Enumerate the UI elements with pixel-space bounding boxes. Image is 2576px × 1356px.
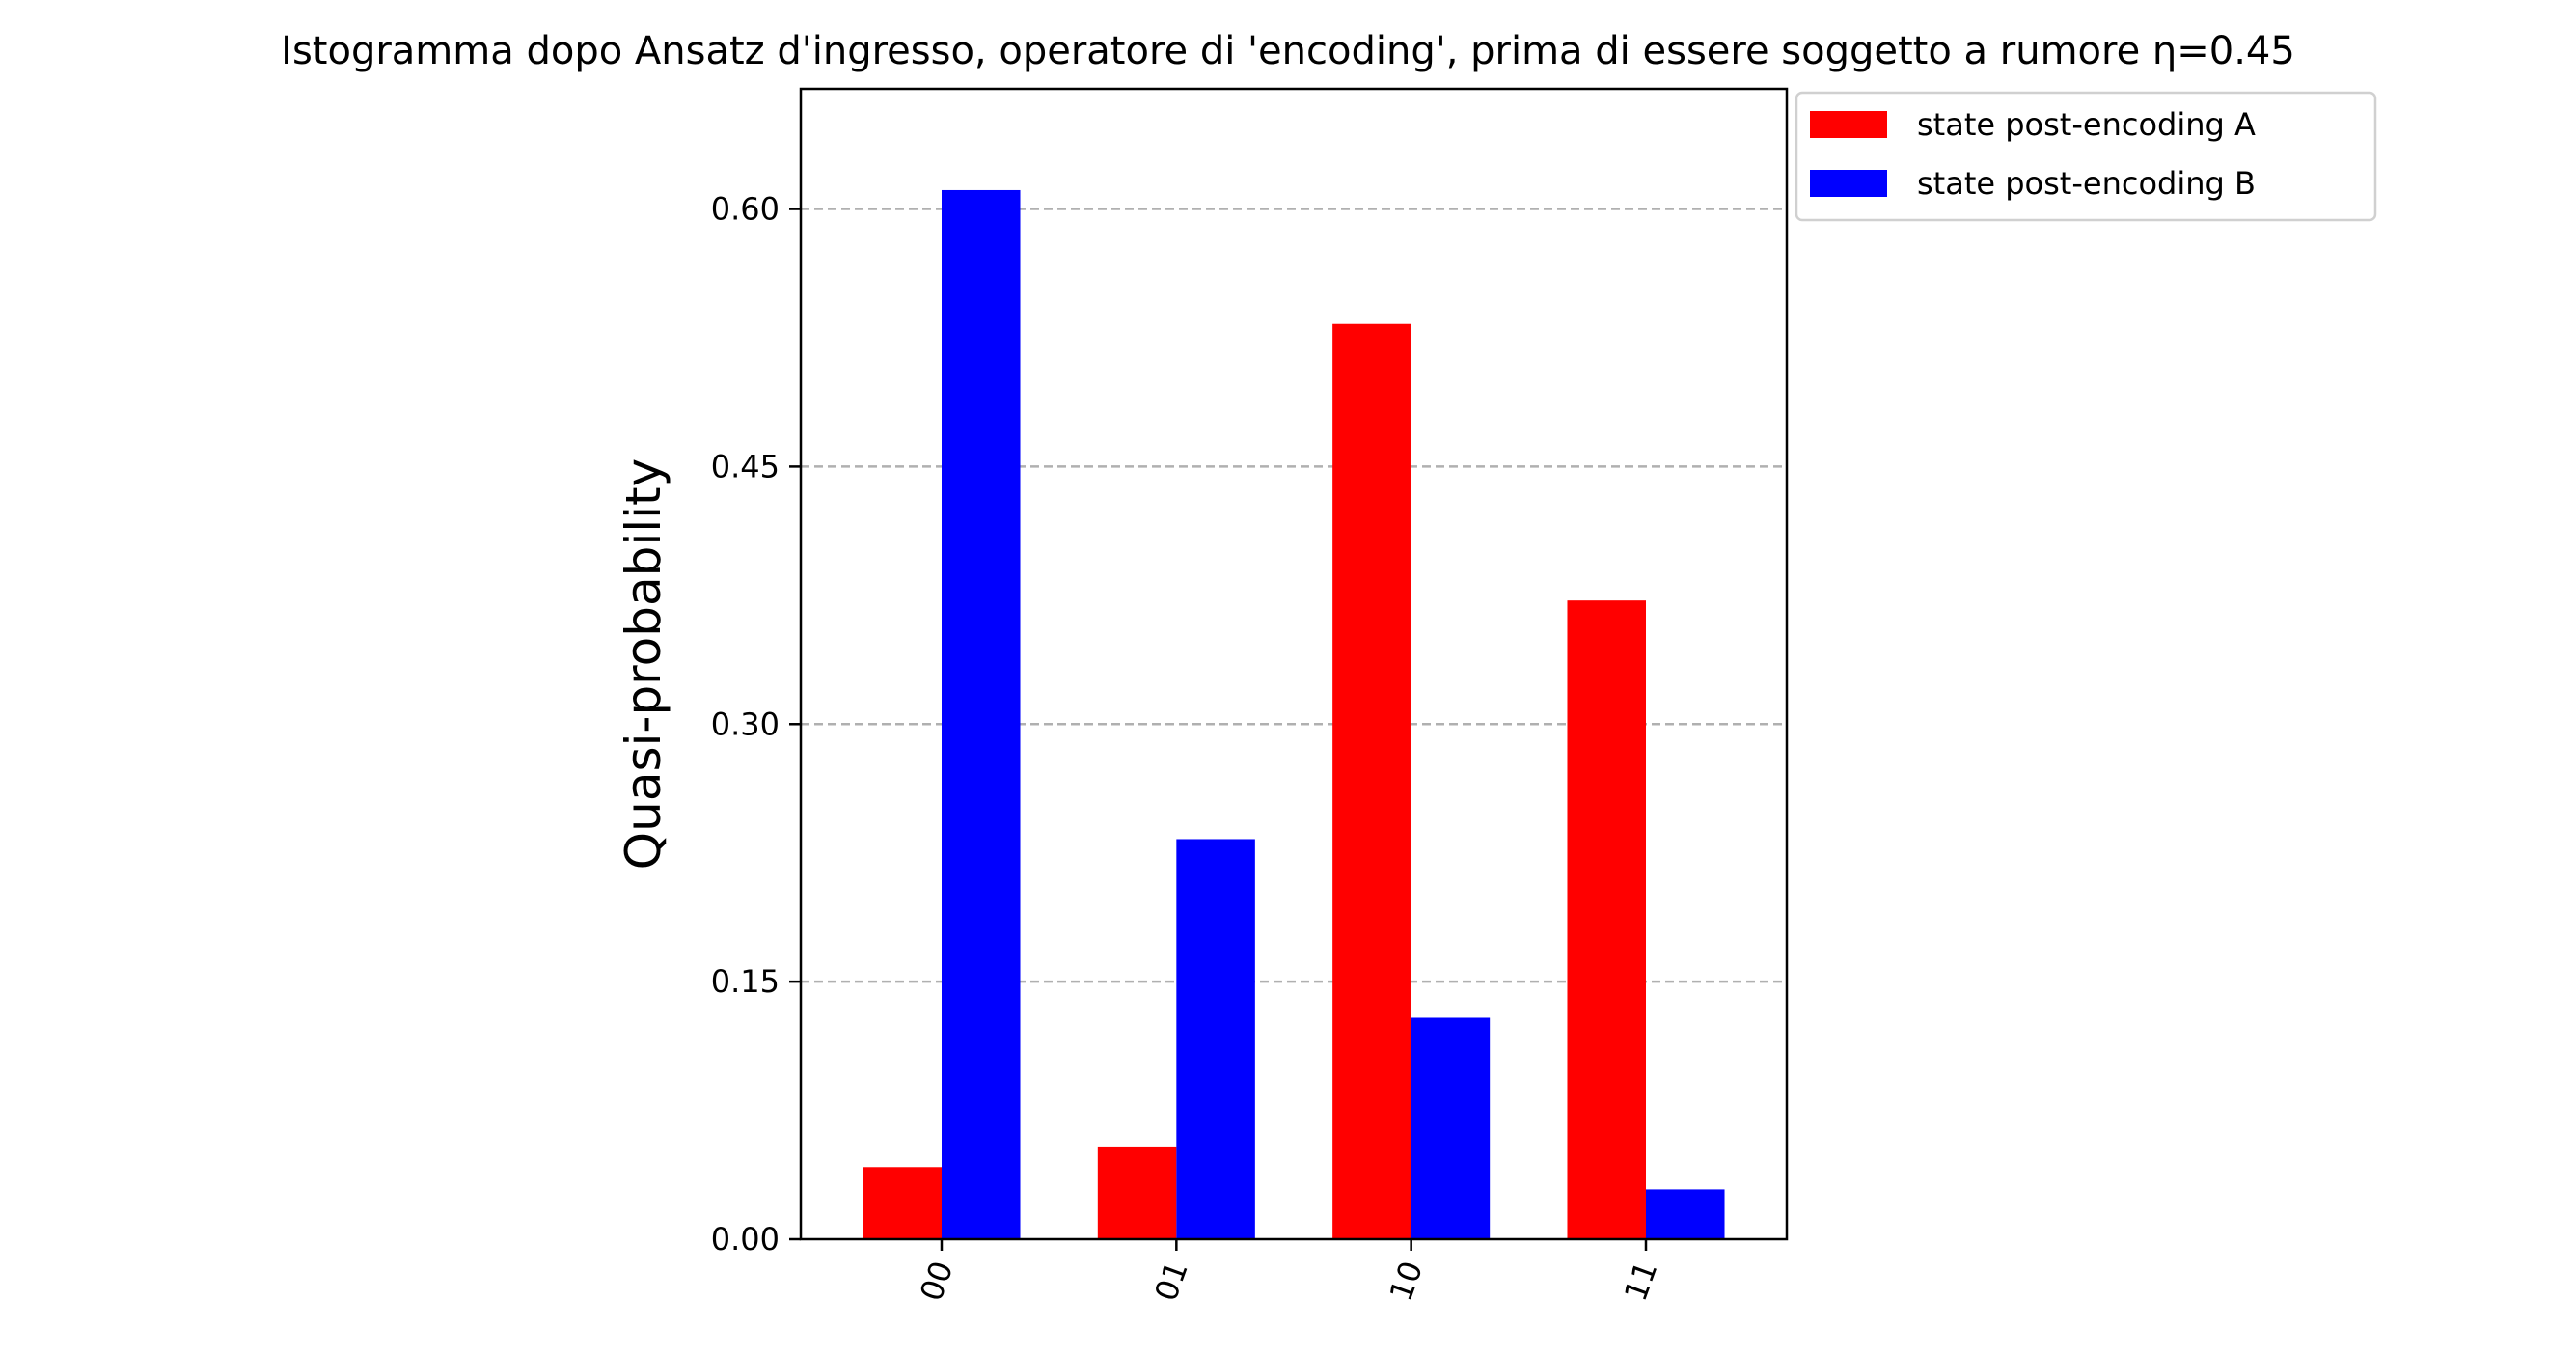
y-tick-label: 0.00 (711, 1221, 780, 1258)
legend-label: state post-encoding B (1917, 165, 2256, 202)
plot-frame (799, 87, 1789, 1241)
bar-series-1-01 (1097, 1146, 1177, 1239)
x-axis-ticks: 00 01 10 11 (913, 1239, 1665, 1306)
bar-series-1-11 (1567, 600, 1646, 1239)
x-tick-label: 00 (913, 1257, 961, 1306)
legend-box (1795, 91, 2377, 222)
x-tick-label: 10 (1383, 1257, 1431, 1306)
x-tick-label: 11 (1617, 1257, 1665, 1306)
legend-label: state post-encoding A (1917, 106, 2256, 143)
bars (863, 189, 1725, 1239)
bar-series-1-00 (863, 1167, 942, 1239)
bar-series-1-10 (1332, 323, 1411, 1239)
chart-title: Istogramma dopo Ansatz d'ingresso, opera… (281, 29, 2295, 73)
legend: state post-encoding A state post-encoding… (1795, 91, 2377, 222)
legend-swatch (1810, 170, 1887, 197)
y-tick-label: 0.60 (711, 191, 780, 228)
bar-series-2-10 (1411, 1017, 1491, 1239)
y-tick-label: 0.15 (711, 963, 780, 1000)
y-axis-label: Quasi-probability (616, 458, 671, 870)
bar-series-2-00 (942, 189, 1021, 1239)
legend-swatch (1810, 111, 1887, 138)
y-tick-label: 0.45 (711, 448, 780, 484)
y-axis-ticks: 0.00 0.15 0.30 0.45 0.60 (711, 191, 801, 1258)
x-tick-label: 01 (1147, 1257, 1195, 1306)
y-tick-label: 0.30 (711, 706, 780, 742)
bar-series-2-11 (1646, 1189, 1725, 1239)
bar-series-2-01 (1176, 839, 1255, 1239)
